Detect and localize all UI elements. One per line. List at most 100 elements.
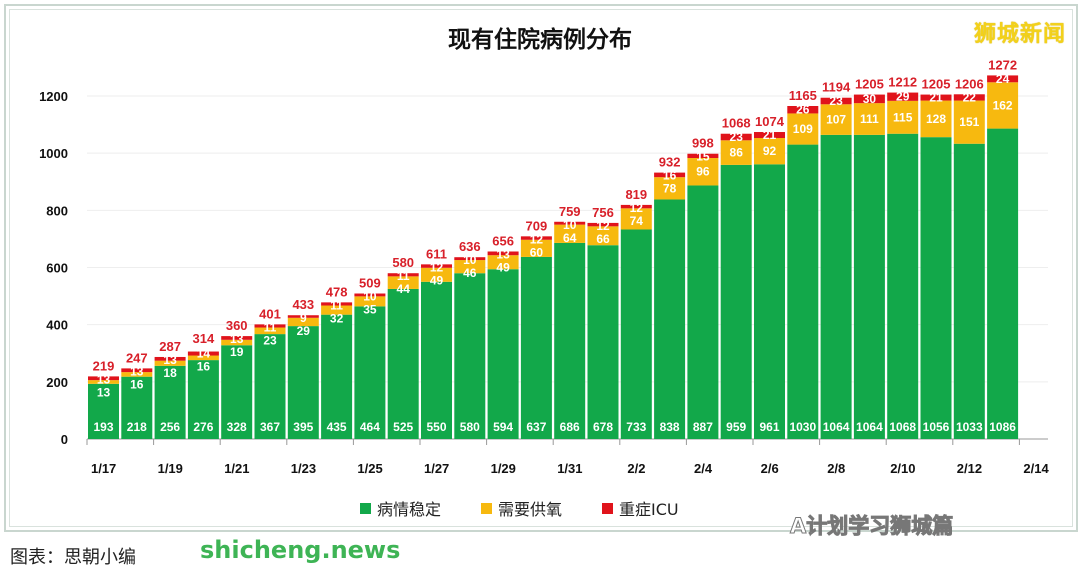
data-label-icu: 11 [264, 320, 277, 334]
data-label-icu: 10 [463, 253, 477, 267]
total-label: 478 [326, 284, 348, 299]
total-label: 759 [559, 204, 581, 219]
bar-segment-stable [221, 345, 253, 439]
bar-segment-icu [953, 94, 985, 101]
bar-segment-stable [787, 144, 819, 439]
bar-segment-icu [787, 106, 819, 114]
bar-segment-oxygen [853, 103, 885, 135]
watermark-top: 狮城新闻 [973, 22, 1066, 47]
data-label-stable: 1030 [789, 420, 816, 434]
bar-segment-stable [953, 143, 985, 439]
bar-segment-stable [354, 306, 386, 439]
data-label-icu: 15 [696, 150, 710, 164]
data-label-oxygen: 92 [763, 144, 777, 158]
data-label-oxygen: 46 [463, 266, 477, 280]
bar-segment-oxygen [487, 255, 519, 270]
x-tick-label: 2/12 [957, 461, 982, 476]
bar-segment-oxygen [587, 226, 619, 246]
legend-swatch [481, 502, 493, 514]
data-label-stable: 1086 [989, 420, 1016, 434]
bar-segment-icu [920, 94, 952, 101]
total-label: 247 [126, 350, 148, 365]
data-label-oxygen: 162 [993, 98, 1013, 112]
y-tick-label: 1000 [39, 146, 68, 161]
data-label-stable: 1056 [923, 420, 950, 434]
x-tick-label: 1/23 [291, 461, 316, 476]
bar-segment-oxygen [221, 339, 253, 346]
data-label-oxygen: 16 [130, 377, 144, 391]
data-label-icu: 24 [996, 72, 1010, 86]
total-label: 314 [193, 331, 215, 346]
data-label-icu: 23 [829, 94, 843, 108]
bar-segment-icu [520, 236, 552, 240]
total-label: 709 [526, 218, 548, 233]
legend-item-stable: 病情稳定 [360, 496, 441, 520]
bar-segment-icu [887, 92, 919, 101]
bar-segment-oxygen [387, 276, 419, 289]
total-label: 1074 [755, 114, 785, 129]
total-label: 636 [459, 239, 481, 254]
data-label-stable: 464 [360, 420, 380, 434]
bar-segment-icu [187, 351, 219, 356]
legend-item-oxygen: 需要供氧 [481, 496, 562, 520]
total-label: 509 [359, 276, 381, 291]
bar-segment-icu [654, 172, 686, 178]
bar-segment-icu [620, 204, 652, 209]
data-label-icu: 13 [130, 364, 144, 378]
bar-segment-oxygen [820, 104, 852, 135]
data-label-oxygen: 107 [826, 113, 846, 127]
total-label: 580 [392, 255, 414, 270]
x-tick-label: 2/14 [1023, 461, 1049, 476]
chart-frame [4, 4, 1078, 532]
total-label: 1212 [888, 75, 917, 90]
total-label: 1068 [722, 116, 751, 131]
data-label-icu: 10 [363, 290, 377, 304]
total-label: 656 [492, 233, 514, 248]
data-label-stable: 328 [227, 420, 247, 434]
legend-swatch [602, 502, 614, 514]
bar-segment-icu [88, 376, 119, 381]
bar-segment-oxygen [920, 100, 952, 138]
bar-segment-oxygen [654, 177, 686, 200]
data-label-icu: 26 [796, 103, 810, 117]
bar-segment-stable [287, 326, 319, 439]
caption: 图表：思朝小编 [10, 547, 136, 568]
bar-segment-oxygen [88, 380, 119, 384]
total-label: 360 [226, 318, 248, 333]
bar-segment-stable [187, 360, 219, 439]
bar-segment-stable [421, 281, 452, 439]
bar-segment-oxygen [287, 317, 319, 327]
legend-label: 重症ICU [619, 500, 679, 519]
bar-segment-icu [421, 264, 452, 268]
data-label-oxygen: 60 [530, 245, 544, 259]
data-label-icu: 9 [300, 311, 307, 325]
bar-segment-stable [720, 164, 752, 439]
total-label: 932 [659, 155, 681, 170]
total-label: 1272 [988, 57, 1017, 72]
bar-segment-icu [820, 97, 852, 105]
data-label-stable: 256 [160, 420, 180, 434]
x-tick-label: 1/25 [357, 461, 382, 476]
data-label-stable: 218 [127, 420, 147, 434]
bar-segment-stable [121, 376, 153, 439]
data-label-oxygen: 109 [793, 122, 813, 136]
data-label-oxygen: 29 [297, 324, 311, 338]
bar-segment-oxygen [953, 100, 985, 144]
data-label-stable: 1033 [956, 420, 983, 434]
data-label-icu: 12 [530, 232, 544, 246]
total-label: 1205 [922, 77, 951, 92]
bar-segment-icu [221, 336, 253, 340]
data-label-icu: 12 [630, 201, 644, 215]
bar-segment-stable [487, 269, 519, 439]
data-label-oxygen: 44 [397, 282, 411, 296]
data-label-icu: 10 [563, 218, 577, 232]
data-label-oxygen: 64 [563, 231, 577, 245]
bar-segment-icu [354, 293, 386, 297]
bar-segment-icu [853, 94, 885, 104]
total-label: 819 [625, 187, 647, 202]
bar-segment-icu [154, 356, 186, 361]
x-tick-label: 1/29 [491, 461, 516, 476]
data-label-stable: 525 [393, 420, 413, 434]
data-label-oxygen: 128 [926, 112, 946, 126]
